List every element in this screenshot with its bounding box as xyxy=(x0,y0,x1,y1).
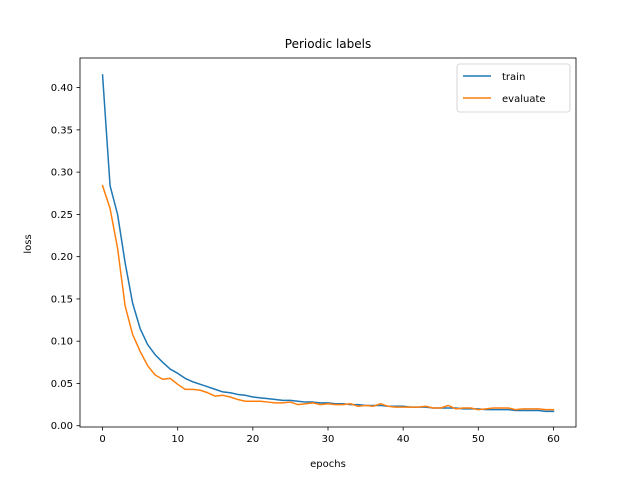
y-tick-label: 0.00 xyxy=(51,421,73,432)
y-tick-label: 0.25 xyxy=(51,210,73,221)
x-tick-label: 50 xyxy=(472,434,485,445)
y-tick-label: 0.05 xyxy=(51,379,73,390)
x-axis-label: epochs xyxy=(310,459,346,470)
x-tick-label: 20 xyxy=(246,434,259,445)
x-tick-label: 10 xyxy=(171,434,184,445)
legend: train evaluate xyxy=(456,63,571,113)
y-tick-label: 0.30 xyxy=(51,168,73,179)
legend-label-train: train xyxy=(502,72,525,83)
y-tick-label: 0.15 xyxy=(51,294,73,305)
x-tick-label: 0 xyxy=(99,434,105,445)
y-tick-label: 0.10 xyxy=(51,337,73,348)
plot-area: 0 10 20 30 40 50 60 0.00 0.05 0.10 0.15 0.20 0.25 0.3… xyxy=(51,57,577,445)
y-tick-label: 0.35 xyxy=(51,125,73,136)
y-tick-label: 0.20 xyxy=(51,252,73,263)
series-line-train xyxy=(101,74,555,413)
series-line-evaluate xyxy=(101,184,555,411)
legend-label-evaluate: evaluate xyxy=(502,94,546,105)
x-tick-label: 30 xyxy=(322,434,335,445)
y-tick-label: 0.40 xyxy=(51,83,73,94)
x-tick-label: 40 xyxy=(397,434,410,445)
chart-title: Periodic labels xyxy=(285,37,371,51)
y-axis-label: loss xyxy=(23,234,34,253)
x-tick-label: 60 xyxy=(547,434,560,445)
